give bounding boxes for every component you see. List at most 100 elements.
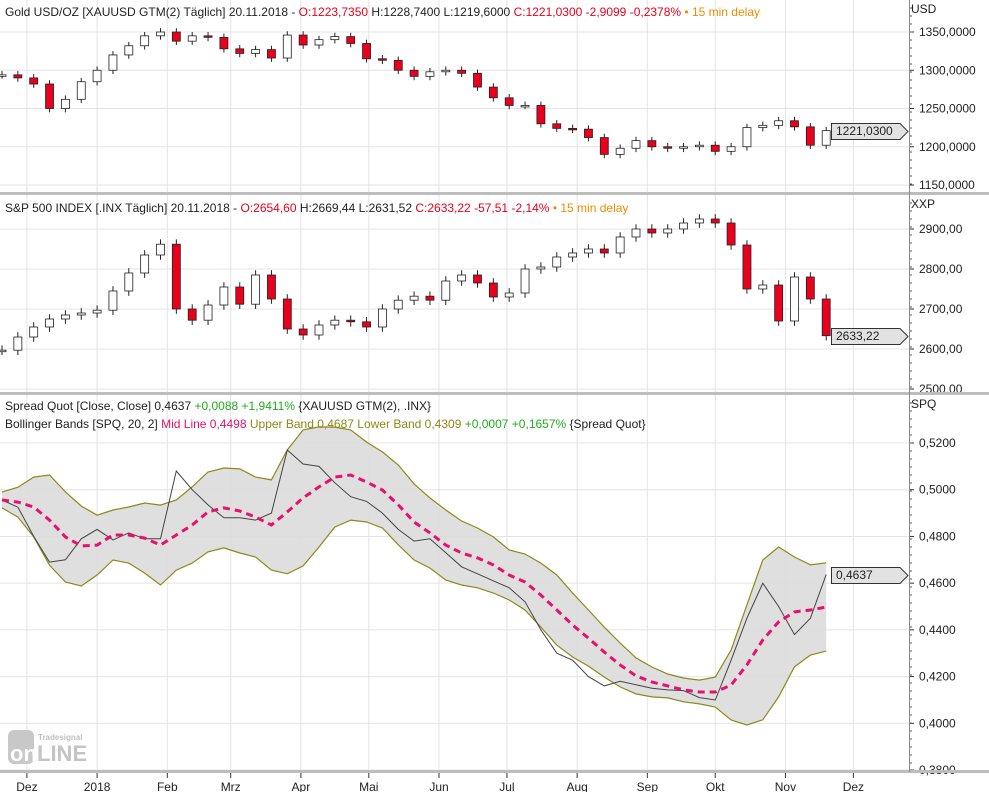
candle [758,284,768,290]
y-tick-label: 1250,0000 [919,102,976,116]
candle [425,71,435,77]
x-tick-label: Mrz [221,780,241,792]
candle [377,58,387,61]
sp500-title: S&P 500 INDEX [.INX Täglich] 20.11.2018 … [5,201,238,215]
spread-value: 0,4637 [154,399,192,413]
sp500-open: O:2654,60 [240,201,297,215]
sp500-unit-label: XXP [911,197,935,211]
y-tick-label: 2600,00 [919,342,963,356]
candle [679,146,688,149]
candle [552,256,562,268]
x-tick-label: Dez [843,780,864,792]
candle [536,105,546,125]
gold-open: O:1223,7350 [298,5,369,19]
candle [124,272,134,292]
x-tick-label: Sep [637,780,659,792]
y-tick-label: 1300,0000 [919,63,976,77]
candle [251,274,261,305]
candle [504,97,514,106]
sp500-close: C:2633,22 [415,201,471,215]
candle [298,328,308,336]
candle [821,130,831,146]
candle [393,299,403,310]
candle [298,34,308,46]
candle [695,144,704,148]
bollinger-change-pct: +0,1657% [511,417,567,431]
x-tick-label: Dez [16,780,37,792]
candle [219,36,229,50]
candle [156,243,165,256]
x-tick-label: Okt [706,780,725,792]
candle [124,45,134,56]
candle [29,77,39,85]
candle [235,48,245,54]
candle [108,54,118,71]
candle [805,276,815,300]
svg-text:LINE: LINE [37,741,87,766]
sp500-change-pct: -2,14% [511,201,550,215]
bollinger-lower: Lower Band 0,4309 [357,417,462,431]
candle [710,218,720,224]
candle [282,34,292,59]
candle [599,248,609,254]
sp500-high: H:2669,44 [299,201,356,215]
candle [171,31,181,42]
gold-title: Gold USD/OZ [XAUUSD GTM(2) Täglich] 20.1… [5,5,296,19]
candle [790,120,799,128]
candle [108,290,118,311]
candle [362,43,371,60]
candle [726,146,736,152]
sp500-delay: • 15 min delay [552,201,629,215]
candle [679,222,688,230]
candle [536,266,546,270]
candle [441,69,451,73]
x-tick-label: Jun [429,780,448,792]
candle [267,274,276,300]
spread-source: {XAUUSD GTM(2), .INX} [298,399,432,413]
y-tick-label: 1350,0000 [919,25,976,39]
gold-candles [0,28,831,159]
spread-last-price-marker: 0,4637 [831,566,909,584]
y-tick-label: 1150,0000 [919,178,975,192]
candle [13,336,23,351]
mid-line [1,473,827,694]
x-tick-label: Apr [292,780,311,792]
gold-change: -2,9099 [585,5,627,19]
sp500-last-price-marker: 2633,22 [831,327,909,345]
candle [61,314,70,320]
spread-title: Spread Quot [Close, Close] [5,399,152,413]
y-tick-label: 0,4600 [919,576,956,590]
candle [710,144,720,152]
sp500-low: L:2631,52 [358,201,412,215]
candle [409,69,419,77]
candle [568,127,577,131]
candle [76,312,86,316]
gold-last-price-marker: 1221,0300 [831,122,909,140]
x-tick-label: Feb [157,780,178,792]
candle [473,72,482,88]
candle [0,349,7,353]
candle [695,218,704,224]
candle [282,298,292,330]
panel-separator [0,770,989,773]
x-tick-label: 2018 [84,780,111,792]
candle [488,282,498,298]
bollinger-title: Bollinger Bands [SPQ, 20, 2] [5,417,158,431]
candle [631,140,641,149]
spread-unit-label: SPQ [911,397,936,411]
candle [140,254,150,274]
sp500-change: -57,51 [474,201,509,215]
bollinger-upper: Upper Band 0,4687 [249,417,354,431]
gold-panel: 1150,0000 1200,0000 1250,0000 1300,0000 1350… [0,0,989,195]
bollinger-source: {Spread Quot} [569,417,646,431]
x-tick-label: Aug [566,780,587,792]
candle [330,36,340,41]
candle [187,308,197,321]
gold-low: L:1219,6000 [443,5,511,19]
candle [742,127,752,148]
panel-separator [0,192,989,195]
candle [599,137,609,155]
candle [647,228,657,234]
